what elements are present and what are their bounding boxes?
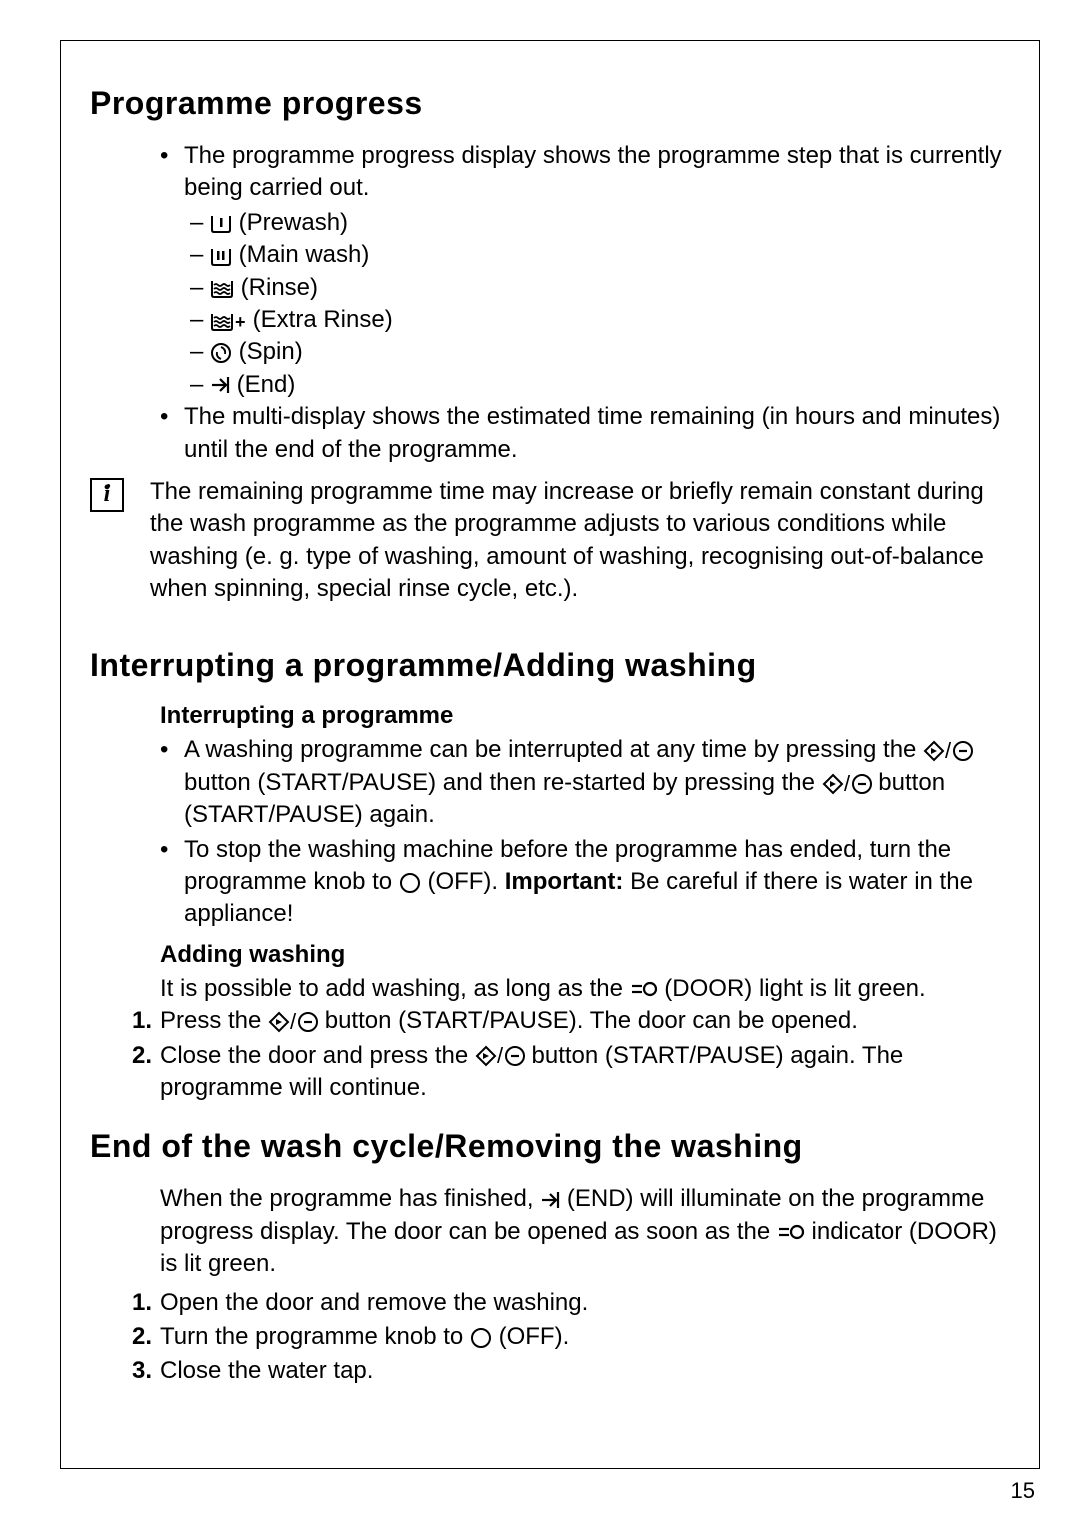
- heading-programme-progress: Programme progress: [90, 85, 1010, 122]
- startpause-icon: [822, 773, 872, 795]
- text: Open the door and remove the washing.: [160, 1287, 588, 1319]
- heading-endcycle: End of the wash cycle/Removing the washi…: [90, 1128, 1010, 1165]
- bullet-progress-display: • The programme progress display shows t…: [160, 140, 1010, 205]
- end-step-2: 2. Turn the programme knob to (OFF).: [132, 1321, 1010, 1353]
- off-icon: [470, 1327, 492, 1349]
- text: Close the water tap.: [160, 1355, 373, 1387]
- end-step-3: 3. Close the water tap.: [132, 1355, 1010, 1387]
- step-rinse: – (Rinse): [190, 272, 1010, 304]
- text: Close the door and press the: [160, 1042, 475, 1069]
- rinse-icon: [210, 277, 234, 299]
- step-extrarinse: – (Extra Rinse): [190, 304, 1010, 336]
- subheading-adding: Adding washing: [160, 941, 1010, 969]
- extrarinse-icon: [210, 310, 246, 332]
- step-prewash: – (Prewash): [190, 207, 1010, 239]
- subheading-interrupting: Interrupting a programme: [160, 702, 1010, 730]
- step-spin: – (Spin): [190, 336, 1010, 368]
- end-icon: [210, 374, 230, 396]
- end-icon: [540, 1189, 560, 1211]
- step-label: (Spin): [239, 338, 303, 365]
- text: It is possible to add washing, as long a…: [160, 975, 630, 1002]
- startpause-icon: [923, 740, 973, 762]
- mainwash-icon: [210, 245, 232, 267]
- step-2-close: 2. Close the door and press the button (…: [132, 1040, 1010, 1105]
- text: button (START/PAUSE) and then re-started…: [184, 769, 822, 796]
- step-label: (Extra Rinse): [253, 306, 393, 333]
- info-text: The remaining programme time may increas…: [150, 476, 1010, 606]
- text: (OFF).: [421, 868, 505, 895]
- end-paragraph: When the programme has finished, (END) w…: [160, 1183, 1010, 1280]
- page-content: Programme progress • The programme progr…: [90, 85, 1010, 1390]
- text: Press the: [160, 1007, 268, 1034]
- startpause-icon: [475, 1045, 525, 1067]
- info-icon: i: [90, 478, 124, 512]
- step-mainwash: – (Main wash): [190, 239, 1010, 271]
- bullet-text: The multi-display shows the estimated ti…: [184, 401, 1010, 466]
- step-label: (Rinse): [241, 274, 318, 301]
- text: (OFF).: [492, 1323, 569, 1350]
- text: When the programme has finished,: [160, 1185, 540, 1212]
- bullet-interrupt: • A washing programme can be interrupted…: [160, 734, 1010, 831]
- text: Turn the programme knob to: [160, 1323, 470, 1350]
- step-label: (End): [237, 371, 296, 398]
- info-note: i The remaining programme time may incre…: [90, 476, 1010, 606]
- bullet-text: The programme progress display shows the…: [184, 140, 1010, 205]
- important-label: Important:: [505, 868, 624, 895]
- step-label: (Main wash): [239, 241, 370, 268]
- page-number: 15: [1011, 1478, 1035, 1504]
- bullet-stop: • To stop the washing machine before the…: [160, 834, 1010, 931]
- text: button (START/PAUSE). The door can be op…: [318, 1007, 858, 1034]
- adding-intro: It is possible to add washing, as long a…: [160, 973, 1010, 1005]
- startpause-icon: [268, 1011, 318, 1033]
- step-end: – (End): [190, 369, 1010, 401]
- end-step-1: 1. Open the door and remove the washing.: [132, 1287, 1010, 1319]
- text: A washing programme can be interrupted a…: [184, 736, 923, 763]
- step-1-press: 1. Press the button (START/PAUSE). The d…: [132, 1005, 1010, 1037]
- door-icon: [630, 980, 658, 998]
- text: (DOOR) light is lit green.: [658, 975, 926, 1002]
- prewash-icon: [210, 212, 232, 234]
- heading-interrupting: Interrupting a programme/Adding washing: [90, 647, 1010, 684]
- spin-icon: [210, 342, 232, 364]
- off-icon: [399, 872, 421, 894]
- step-label: (Prewash): [239, 209, 348, 236]
- door-icon: [777, 1223, 805, 1241]
- bullet-multidisplay: • The multi-display shows the estimated …: [160, 401, 1010, 466]
